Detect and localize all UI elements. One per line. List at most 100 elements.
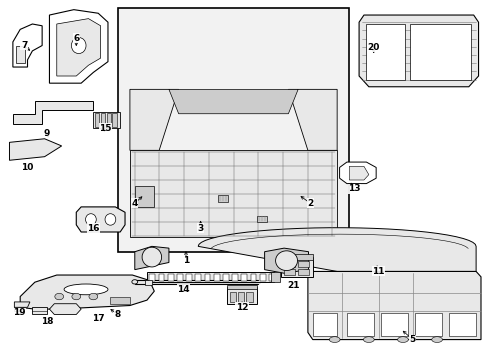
Polygon shape <box>9 139 61 160</box>
Bar <box>281 257 312 277</box>
Bar <box>204 274 210 281</box>
Bar <box>259 274 265 281</box>
Text: 14: 14 <box>177 285 189 294</box>
Bar <box>147 272 273 282</box>
Text: 20: 20 <box>367 43 379 52</box>
Bar <box>250 274 256 281</box>
Text: 15: 15 <box>99 123 112 132</box>
Polygon shape <box>288 89 336 150</box>
Text: 17: 17 <box>92 314 104 323</box>
Bar <box>298 261 308 267</box>
Text: 10: 10 <box>21 163 34 172</box>
Polygon shape <box>348 166 368 180</box>
Text: 12: 12 <box>235 303 248 312</box>
Bar <box>106 113 111 127</box>
Bar <box>93 112 120 128</box>
Polygon shape <box>339 162 375 184</box>
Text: 7: 7 <box>21 41 27 50</box>
Polygon shape <box>217 195 228 202</box>
Bar <box>312 313 336 336</box>
Ellipse shape <box>363 337 373 342</box>
Text: 3: 3 <box>197 224 203 233</box>
Polygon shape <box>13 24 42 67</box>
Ellipse shape <box>85 214 96 225</box>
Text: 13: 13 <box>347 184 360 193</box>
Bar <box>101 113 105 127</box>
Bar <box>268 274 274 281</box>
Ellipse shape <box>132 280 138 284</box>
Ellipse shape <box>71 37 86 54</box>
Bar <box>227 287 256 304</box>
Ellipse shape <box>105 214 116 225</box>
Text: 5: 5 <box>409 335 415 344</box>
Bar <box>380 313 407 336</box>
Text: 8: 8 <box>114 310 121 319</box>
Bar <box>271 272 280 282</box>
Text: 1: 1 <box>183 256 189 265</box>
Ellipse shape <box>275 251 297 271</box>
Bar <box>158 274 164 281</box>
Polygon shape <box>358 15 478 87</box>
Polygon shape <box>49 10 108 83</box>
Bar <box>95 113 99 127</box>
Polygon shape <box>135 246 168 270</box>
Bar <box>213 274 219 281</box>
Text: 21: 21 <box>286 281 299 290</box>
Ellipse shape <box>329 337 339 342</box>
Bar <box>298 269 308 275</box>
Polygon shape <box>16 45 25 63</box>
Text: 19: 19 <box>13 308 25 317</box>
Polygon shape <box>409 24 470 80</box>
Bar <box>167 274 173 281</box>
Ellipse shape <box>89 293 98 300</box>
Bar <box>284 269 295 275</box>
Ellipse shape <box>431 337 442 342</box>
Ellipse shape <box>72 293 81 300</box>
Polygon shape <box>168 89 298 114</box>
Text: 16: 16 <box>87 224 100 233</box>
Bar <box>112 113 117 127</box>
Ellipse shape <box>142 247 161 267</box>
Text: 4: 4 <box>131 199 138 208</box>
Bar <box>414 313 441 336</box>
Bar <box>118 8 348 252</box>
Bar <box>346 313 373 336</box>
Polygon shape <box>76 207 125 232</box>
Polygon shape <box>57 19 101 76</box>
Bar <box>241 274 246 281</box>
Polygon shape <box>198 228 475 271</box>
Ellipse shape <box>397 337 407 342</box>
Polygon shape <box>13 101 93 125</box>
Polygon shape <box>130 89 178 150</box>
Polygon shape <box>32 307 47 315</box>
Polygon shape <box>14 307 22 311</box>
Polygon shape <box>135 186 154 207</box>
Polygon shape <box>49 304 81 315</box>
Text: 2: 2 <box>306 199 313 208</box>
Text: 11: 11 <box>371 267 384 276</box>
Polygon shape <box>14 302 30 307</box>
Text: 6: 6 <box>73 34 79 43</box>
Bar <box>223 274 228 281</box>
Bar <box>238 292 244 302</box>
Polygon shape <box>130 150 336 237</box>
Text: 9: 9 <box>44 129 50 138</box>
Bar <box>195 274 201 281</box>
Polygon shape <box>20 275 154 309</box>
Bar <box>229 292 236 302</box>
Bar <box>144 280 152 285</box>
Bar <box>149 274 155 281</box>
Bar <box>227 285 256 289</box>
Bar <box>186 274 192 281</box>
Text: 18: 18 <box>41 317 53 326</box>
Polygon shape <box>307 271 480 339</box>
Ellipse shape <box>55 293 63 300</box>
Bar <box>232 274 238 281</box>
Polygon shape <box>256 216 267 222</box>
Bar <box>177 274 183 281</box>
Polygon shape <box>366 24 405 80</box>
Ellipse shape <box>64 284 108 295</box>
Polygon shape <box>264 248 308 273</box>
Bar <box>246 292 252 302</box>
Bar <box>448 313 475 336</box>
